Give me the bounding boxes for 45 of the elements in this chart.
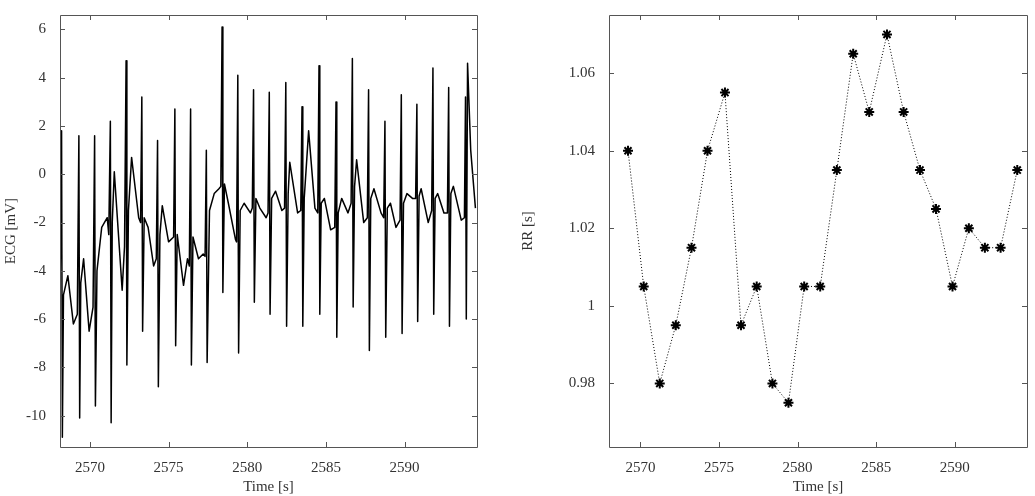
y-tick-label: 6 <box>38 20 47 37</box>
point <box>994 241 1007 254</box>
y-tick-label: 4 <box>38 68 47 85</box>
point <box>782 396 795 409</box>
point <box>814 280 827 293</box>
y-tick-label: 1.02 <box>568 219 595 236</box>
y-axis-title: ECG [mV] <box>1 197 18 265</box>
y-tick-label: -2 <box>33 213 46 230</box>
y-tick-label: -10 <box>26 406 46 423</box>
point <box>946 280 959 293</box>
x-tick-label: 2575 <box>704 458 734 475</box>
y-tick-label: -4 <box>33 261 47 278</box>
x-tick-label: 2585 <box>861 458 892 475</box>
point <box>637 280 650 293</box>
y-tick-label: 0.98 <box>568 374 595 391</box>
point <box>766 377 779 390</box>
x-axis-title: Time [s] <box>243 477 294 494</box>
y-tick-label: 1.04 <box>568 141 596 158</box>
y-axis-title: RR [s] <box>518 211 535 251</box>
point <box>847 47 860 60</box>
x-tick-label: 2580 <box>782 458 813 475</box>
point <box>701 144 714 157</box>
y-tick-label: 0 <box>38 165 46 182</box>
y-tick-label: 2 <box>38 116 46 133</box>
x-tick-label: 2590 <box>939 458 970 475</box>
point <box>750 280 763 293</box>
point <box>685 241 698 254</box>
y-tick-label: 1.06 <box>568 64 596 81</box>
point <box>653 377 666 390</box>
point <box>735 319 747 332</box>
point <box>962 222 975 235</box>
point <box>978 241 991 254</box>
x-tick-label: 2585 <box>310 458 341 475</box>
x-tick-label: 2570 <box>625 458 656 475</box>
y-tick-label: 1 <box>587 296 595 313</box>
point <box>798 280 811 293</box>
x-tick-label: 2570 <box>74 458 105 475</box>
x-axis-title: Time [s] <box>792 477 844 494</box>
y-tick-label: -6 <box>33 310 47 327</box>
x-tick-label: 2575 <box>153 458 184 475</box>
point <box>669 319 682 332</box>
y-tick-label: -8 <box>33 358 46 375</box>
x-tick-label: 2590 <box>389 458 420 475</box>
point <box>718 86 731 99</box>
x-tick-label: 2580 <box>232 458 263 475</box>
